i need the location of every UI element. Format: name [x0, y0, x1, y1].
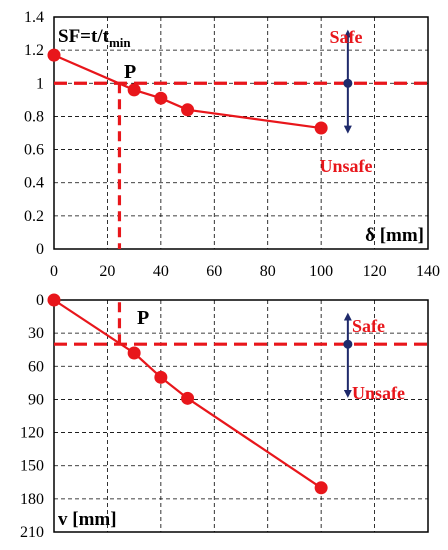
data-point [314, 121, 328, 135]
data-point [47, 293, 61, 307]
sf-y-axis-label: SF=t/tmin [58, 26, 131, 50]
x-tick-label: 120 [363, 263, 387, 280]
data-point [127, 346, 141, 360]
sf-y-axis-label-main: SF=t/t [58, 26, 110, 47]
x-tick-label: 100 [309, 263, 333, 280]
x-tick-label: 140 [416, 263, 440, 280]
sf-chart: 00.20.40.60.811.21.4 0 20 40 60 80 100 120 140 … [24, 9, 440, 280]
sf-safe-label: Safe [330, 27, 363, 47]
y-tick-label: 1.4 [24, 9, 44, 26]
v-point-label: P [137, 307, 149, 329]
y-tick-label: 30 [28, 325, 44, 342]
sf-x-tick-labels: 0 20 40 60 80 100 120 140 [50, 263, 440, 280]
y-tick-label: 60 [28, 358, 44, 375]
y-tick-label: 1.2 [24, 42, 44, 59]
safe-unsafe-arrow-dot [343, 339, 353, 349]
v-unsafe-label: Unsafe [352, 383, 405, 403]
sf-overlay [47, 29, 428, 249]
y-tick-label: 180 [20, 491, 44, 508]
safe-unsafe-arrow-dot [343, 78, 353, 88]
v-y-axis-label: v [mm] [58, 509, 117, 530]
sf-y-axis-label-subscript: min [109, 35, 131, 50]
y-tick-label: 210 [20, 524, 44, 541]
data-point [181, 391, 195, 405]
sf-plot-frame [53, 16, 429, 250]
x-tick-label: 20 [99, 263, 115, 280]
y-tick-label: 0.2 [24, 208, 44, 225]
y-tick-label: 0.6 [24, 142, 44, 159]
v-plot-frame [53, 299, 429, 533]
data-point [154, 91, 168, 105]
y-tick-label: 1 [36, 75, 44, 92]
y-tick-label: 120 [20, 425, 44, 442]
x-tick-label: 40 [153, 263, 169, 280]
sf-y-tick-labels: 0 0.2 0.4 0.6 0.8 1 1.2 1.4 [24, 9, 44, 258]
v-chart: 0 30 60 90 120 150 180 210 v [mm] P Safe Unsafe [20, 292, 429, 541]
sf-unsafe-label: Unsafe [320, 156, 373, 176]
v-grid [54, 300, 428, 532]
data-point [181, 103, 195, 117]
y-tick-label: 90 [28, 391, 44, 408]
x-tick-label: 0 [50, 263, 58, 280]
series-line [53, 54, 322, 130]
x-tick-label: 60 [206, 263, 222, 280]
x-tick-label: 80 [260, 263, 276, 280]
y-tick-label: 0 [36, 292, 44, 309]
sf-point-label: P [124, 61, 136, 83]
v-overlay [47, 293, 428, 495]
data-point [314, 481, 328, 495]
y-tick-label: 0.4 [24, 175, 44, 192]
v-y-tick-labels: 0 30 60 90 120 150 180 210 [20, 292, 44, 541]
data-point [154, 370, 168, 384]
data-point [47, 48, 61, 62]
y-tick-label: 150 [20, 458, 44, 475]
sf-x-axis-label: δ [mm] [365, 225, 424, 246]
y-tick-label: 0.8 [24, 108, 44, 125]
y-tick-label: 0 [36, 241, 44, 258]
v-safe-label: Safe [352, 316, 385, 336]
sf-grid [54, 17, 428, 249]
data-point [127, 83, 141, 97]
